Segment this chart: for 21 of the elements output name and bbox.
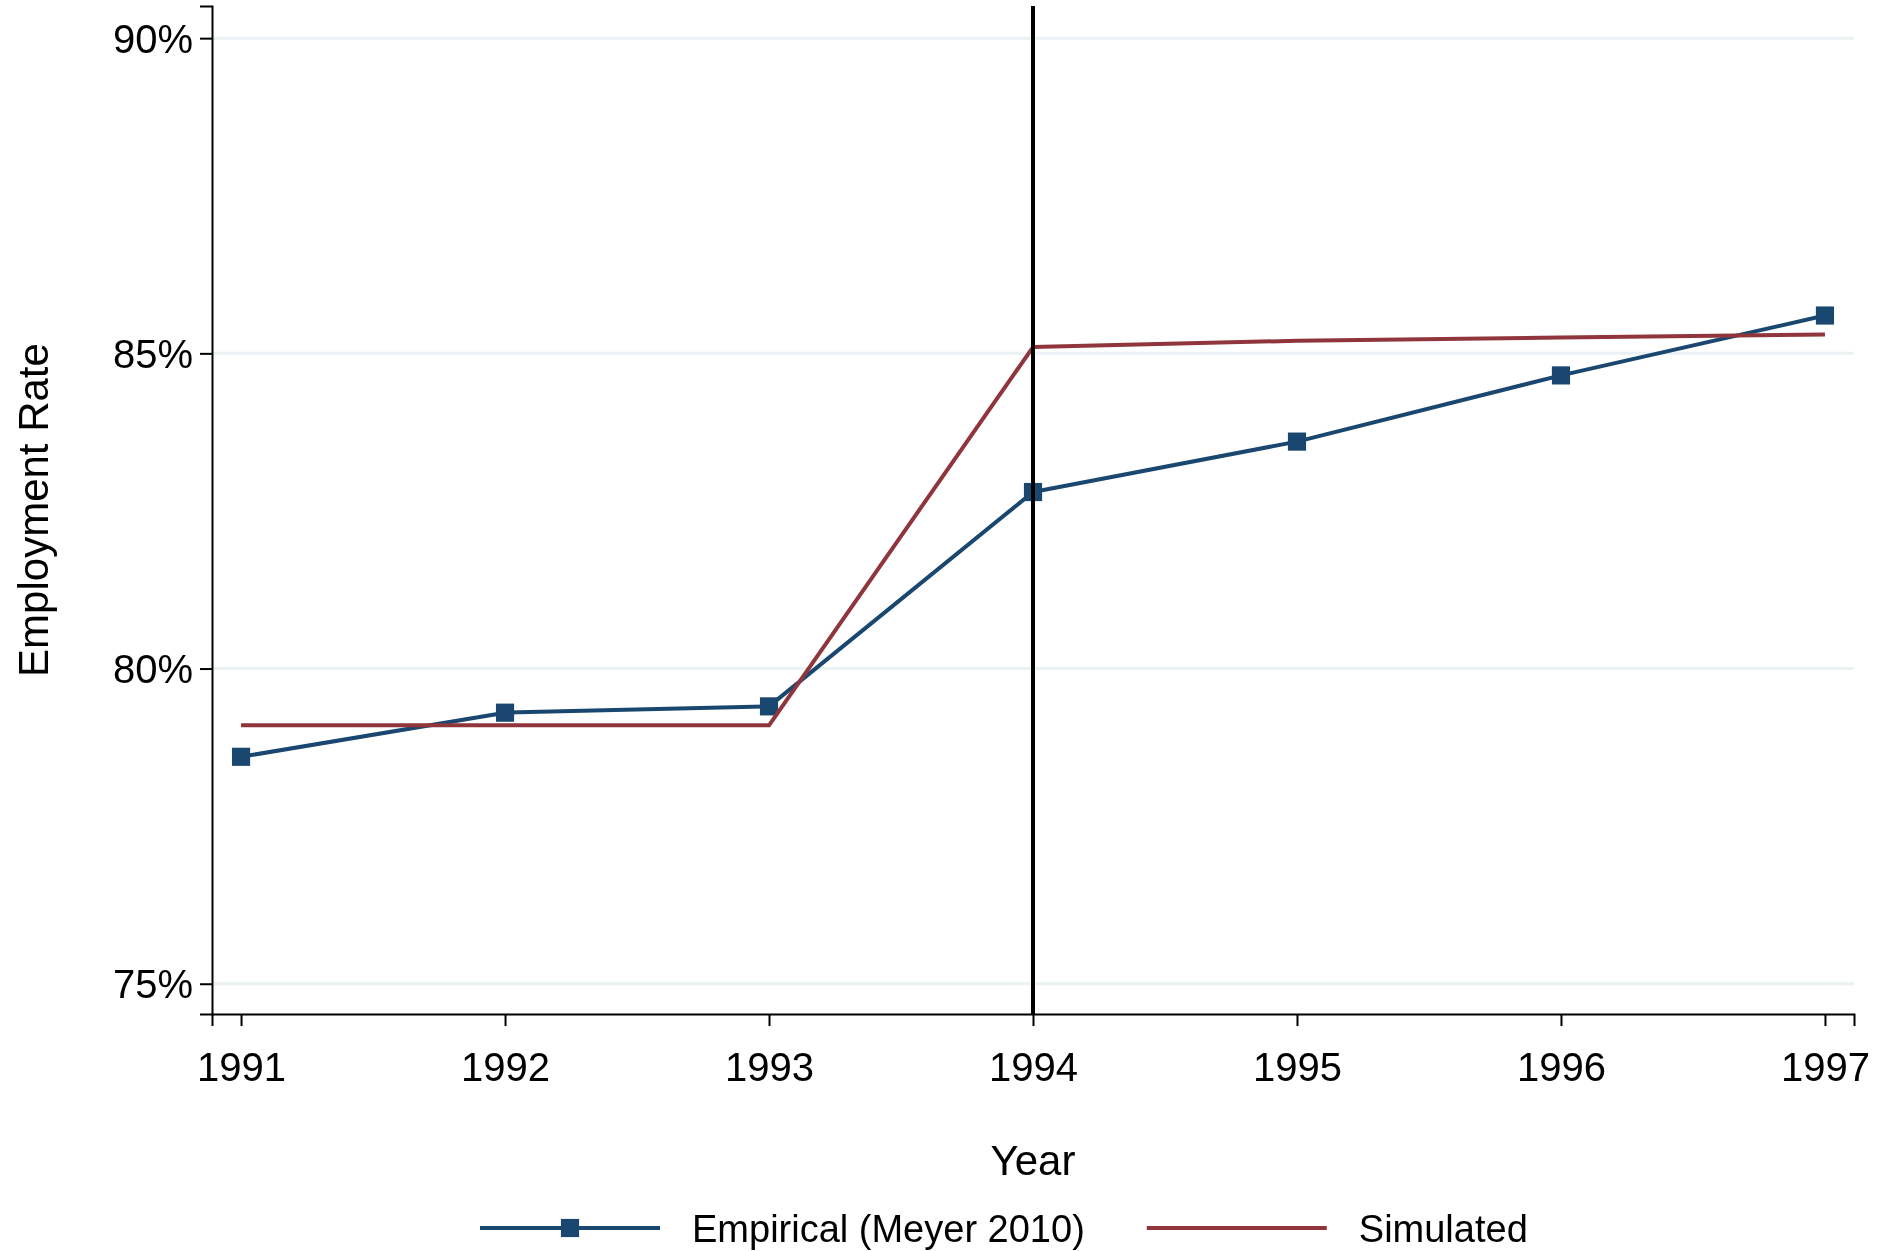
- x-axis-title: Year: [990, 1137, 1076, 1184]
- point: [1815, 306, 1835, 325]
- y-tick-label: 90%: [112, 16, 193, 61]
- legend-label: Empirical (Meyer 2010): [692, 1208, 1085, 1250]
- x-tick-label: 1993: [725, 1045, 815, 1089]
- point: [1551, 366, 1571, 385]
- x-tick-label: 1996: [1516, 1045, 1606, 1089]
- x-tick-label: 1995: [1252, 1045, 1342, 1089]
- point: [1287, 432, 1307, 451]
- point: [231, 747, 251, 766]
- point: [759, 697, 779, 716]
- x-tick-label: 1994: [989, 1045, 1078, 1089]
- x-tick-label: 1991: [197, 1045, 287, 1089]
- x-tick-label: 1997: [1780, 1045, 1870, 1089]
- x-tick-label: 1992: [461, 1045, 551, 1089]
- y-tick-label: 75%: [112, 962, 193, 1007]
- point: [495, 703, 515, 722]
- y-axis-title: Employment Rate: [10, 343, 57, 677]
- legend-label: Simulated: [1358, 1208, 1528, 1250]
- y-tick-label: 80%: [112, 647, 193, 692]
- y-tick-label: 85%: [112, 331, 193, 376]
